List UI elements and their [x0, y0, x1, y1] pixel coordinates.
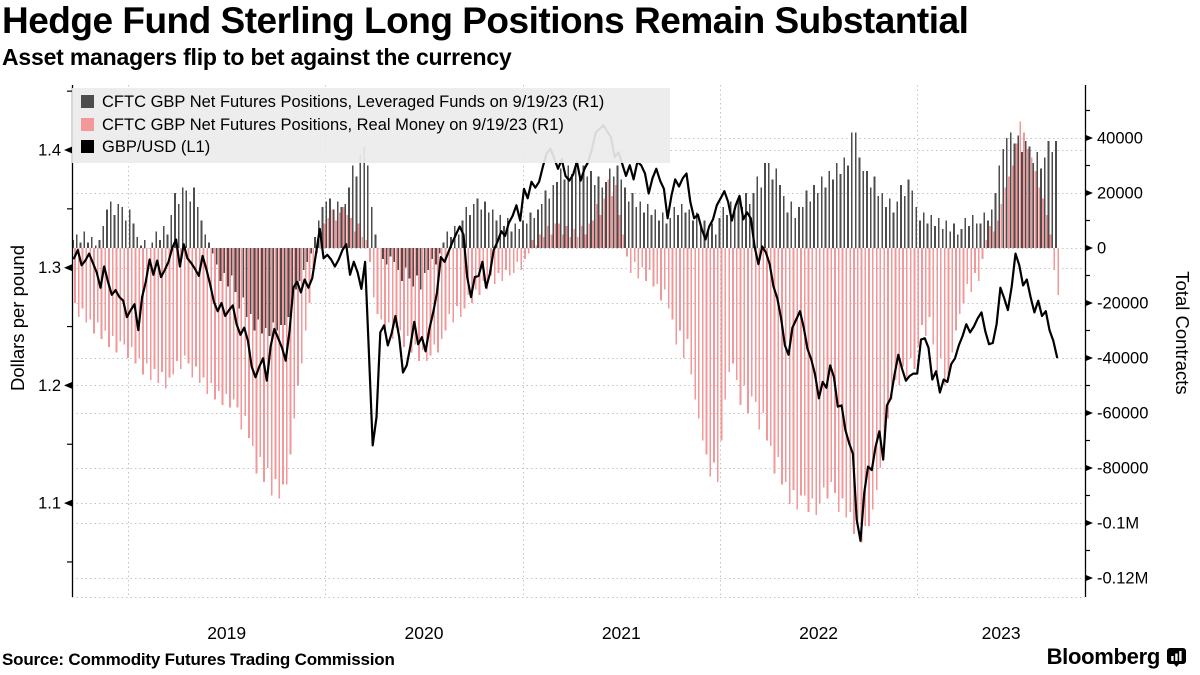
x-axis-year-label: 2019 — [207, 623, 246, 643]
bloomberg-chart-bubble-icon — [1167, 647, 1186, 667]
leveraged-funds-swatch-icon — [81, 95, 94, 108]
page-title: Hedge Fund Sterling Long Positions Remai… — [2, 0, 969, 41]
gbpusd-line — [72, 124, 1059, 542]
axis-tick-labels: 1.4 1.3 1.2 1.1 40000 20000 0 -20000 -40000 -6000… — [38, 130, 1148, 644]
legend-item-real-money: CFTC GBP Net Futures Positions, Real Mon… — [81, 114, 662, 137]
chart-legend: CFTC GBP Net Futures Positions, Leverage… — [72, 88, 670, 163]
svg-text:1.2: 1.2 — [38, 377, 61, 395]
bloomberg-logo: Bloomberg — [1047, 644, 1186, 670]
svg-text:-0.1M: -0.1M — [1097, 515, 1139, 533]
svg-text:40000: 40000 — [1097, 130, 1143, 148]
svg-text:-0.12M: -0.12M — [1097, 570, 1148, 588]
legend-label: GBP/USD (L1) — [102, 138, 211, 156]
bloomberg-wordmark: Bloomberg — [1046, 644, 1161, 669]
legend-item-gbpusd: GBP/USD (L1) — [81, 136, 662, 159]
bars — [72, 121, 1059, 543]
svg-text:-80000: -80000 — [1097, 460, 1148, 478]
left-axis-title: Dollars per pound — [7, 244, 28, 392]
legend-label: CFTC GBP Net Futures Positions, Leverage… — [102, 93, 605, 111]
right-axis-title: Total Contracts — [1172, 271, 1193, 395]
x-axis-year-label: 2023 — [982, 623, 1021, 643]
svg-text:0: 0 — [1097, 240, 1106, 258]
gbpusd-swatch-icon — [81, 140, 94, 153]
legend-item-leveraged-funds: CFTC GBP Net Futures Positions, Leverage… — [81, 91, 662, 114]
svg-text:20000: 20000 — [1097, 185, 1143, 203]
axes — [64, 85, 1093, 597]
svg-text:-20000: -20000 — [1097, 295, 1148, 313]
svg-text:-60000: -60000 — [1097, 405, 1148, 423]
x-axis-year-label: 2021 — [602, 623, 641, 643]
page-subtitle: Asset managers flip to bet against the c… — [2, 44, 512, 70]
x-axis-year-label: 2020 — [405, 623, 444, 643]
svg-text:1.3: 1.3 — [38, 259, 61, 277]
real-money-swatch-icon — [81, 117, 94, 131]
x-axis-year-label: 2022 — [799, 623, 838, 643]
source-attribution: Source: Commodity Futures Trading Commis… — [2, 650, 395, 669]
svg-text:1.4: 1.4 — [38, 142, 61, 160]
legend-label: CFTC GBP Net Futures Positions, Real Mon… — [102, 115, 564, 134]
svg-text:1.1: 1.1 — [38, 495, 61, 513]
svg-text:-40000: -40000 — [1097, 350, 1148, 368]
